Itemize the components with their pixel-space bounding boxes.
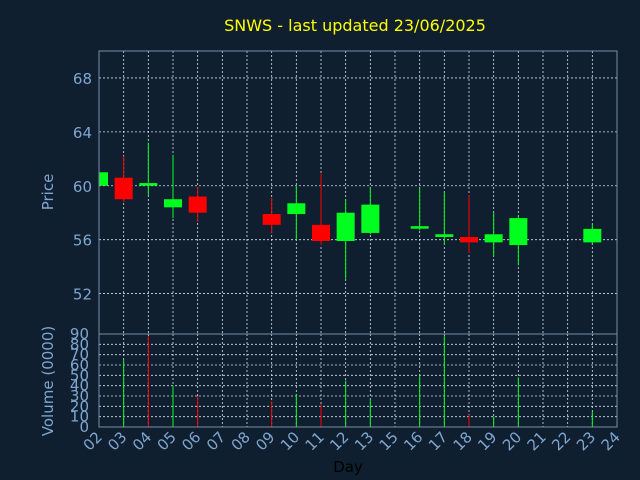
candle-body	[99, 172, 108, 186]
price-axis-label: Price	[39, 174, 57, 211]
candle-body	[287, 203, 306, 215]
volume-tick-label: 0	[79, 418, 89, 436]
x-axis-label: Day	[333, 458, 363, 476]
price-tick-label: 56	[73, 232, 92, 250]
candle-body	[139, 183, 158, 186]
candle-body	[164, 199, 182, 208]
price-tick-label: 52	[73, 286, 92, 304]
volume-tick-label: 30	[70, 387, 89, 405]
candle-body	[484, 234, 503, 243]
candle-body	[336, 212, 355, 242]
candle-body	[188, 196, 207, 213]
candle-body	[583, 228, 602, 243]
price-tick-label: 60	[73, 178, 92, 196]
price-y-axis: 52 56 60 64 68	[73, 70, 92, 304]
candle-body	[114, 177, 133, 200]
candle-body	[410, 226, 429, 229]
price-tick-label: 64	[73, 124, 92, 142]
volume-tick-label: 70	[70, 346, 89, 364]
volume-tick-label: 40	[70, 377, 89, 395]
volume-series	[123, 336, 593, 427]
candle-body	[435, 234, 454, 237]
candle-body	[262, 214, 281, 225]
candle-body	[460, 236, 478, 243]
volume-tick-label: 10	[70, 408, 89, 426]
volume-tick-label: 60	[70, 356, 89, 374]
volume-panel-frame	[98, 333, 618, 428]
volume-tick-label: 20	[70, 397, 89, 415]
volume-tick-label: 50	[70, 366, 89, 384]
volume-axis-label: Volume (0000)	[39, 326, 57, 436]
volume-tick-label: 90	[70, 325, 89, 343]
candle-body	[312, 224, 330, 242]
volume-tick-label: 80	[70, 335, 89, 353]
candle-body	[509, 218, 528, 246]
candle-body	[361, 204, 380, 233]
price-tick-label: 68	[73, 70, 92, 88]
chart-title: SNWS - last updated 23/06/2025	[224, 16, 486, 35]
candlestick-series	[98, 142, 602, 279]
